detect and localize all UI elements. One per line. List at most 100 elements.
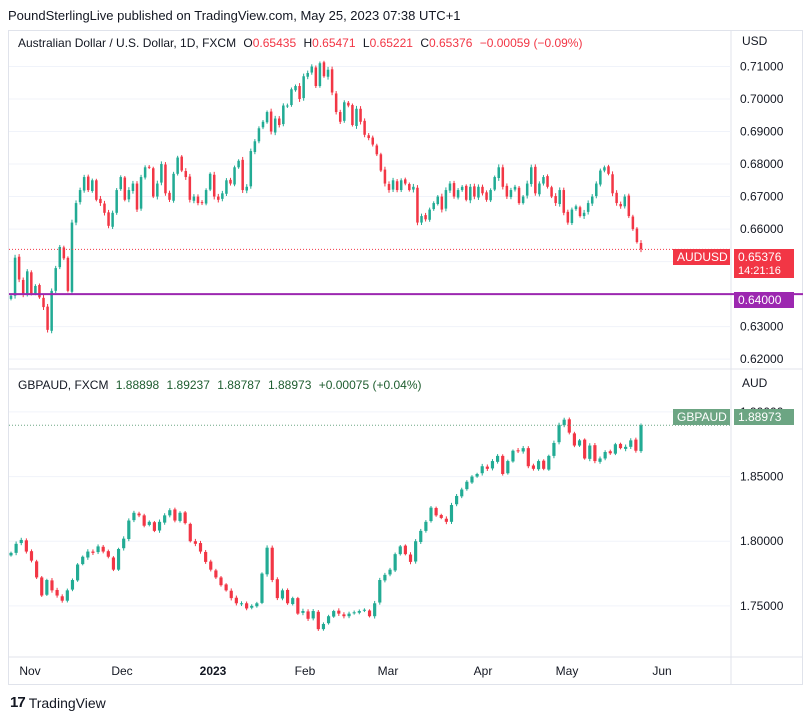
- candle: [375, 145, 379, 155]
- audusd-change: −0.00059 (−0.09%): [479, 36, 583, 50]
- candle: [554, 196, 557, 204]
- candle: [91, 551, 95, 553]
- candle: [347, 613, 351, 617]
- candle: [168, 510, 172, 516]
- candle: [586, 203, 590, 212]
- audusd-currency-label: USD: [742, 34, 768, 48]
- audusd-open: 0.65435: [252, 36, 297, 50]
- candle: [429, 507, 433, 522]
- y-tick-label: 0.70000: [740, 92, 784, 106]
- gbpaud-last-price-tag: 1.88973: [734, 409, 794, 425]
- candle: [464, 185, 468, 200]
- candle: [245, 186, 249, 191]
- gbpaud-change: +0.00075 (+0.04%): [318, 378, 422, 392]
- candle: [273, 118, 277, 133]
- candle: [147, 166, 151, 168]
- candle: [623, 196, 627, 207]
- tradingview-footer[interactable]: 17 TradingView: [10, 694, 106, 711]
- chart-frame[interactable]: [8, 30, 803, 685]
- candle: [395, 181, 399, 191]
- candle: [237, 160, 240, 168]
- candle: [127, 190, 131, 200]
- candle: [147, 521, 151, 525]
- candle: [359, 108, 362, 122]
- candle: [326, 616, 331, 624]
- candle: [156, 183, 159, 197]
- candle: [337, 610, 341, 614]
- candle: [91, 180, 94, 192]
- candle: [599, 170, 602, 185]
- candle: [260, 573, 264, 603]
- candle: [119, 177, 123, 190]
- candle: [347, 102, 350, 106]
- candle: [70, 222, 74, 292]
- candle: [139, 177, 143, 209]
- gbpaud-legend: GBPAUD, FXCM 1.88898 1.89237 1.88787 1.8…: [18, 378, 425, 392]
- candle: [25, 271, 29, 295]
- candle: [624, 446, 628, 449]
- candle: [629, 440, 633, 447]
- candle: [208, 173, 212, 190]
- candle: [164, 164, 167, 194]
- candle: [414, 541, 418, 562]
- candle: [567, 419, 571, 433]
- candle: [424, 215, 427, 220]
- candle: [265, 547, 269, 575]
- candle: [497, 167, 501, 179]
- candle: [357, 611, 361, 613]
- candle: [343, 102, 346, 121]
- candle: [265, 112, 269, 123]
- candle: [253, 141, 257, 152]
- candle: [351, 105, 354, 126]
- candle: [204, 190, 208, 204]
- candle: [387, 184, 391, 191]
- audusd-c-label: C: [420, 36, 429, 50]
- candle: [420, 216, 423, 223]
- candle: [330, 69, 334, 93]
- candle: [531, 465, 536, 469]
- candle: [439, 514, 443, 518]
- candle: [469, 186, 472, 201]
- candle: [481, 186, 484, 194]
- candle: [536, 461, 541, 470]
- candle: [456, 190, 460, 198]
- audusd-last-price: 0.65376: [738, 250, 782, 264]
- candle: [501, 167, 505, 187]
- candle: [296, 598, 300, 614]
- y-tick-label: 1.80000: [740, 534, 784, 548]
- candle: [111, 557, 116, 570]
- candle: [338, 112, 342, 122]
- candle: [277, 118, 281, 126]
- candle: [550, 187, 553, 197]
- candle: [562, 419, 566, 426]
- candle: [99, 198, 102, 204]
- candle: [428, 209, 431, 220]
- candle: [470, 476, 474, 483]
- gbpaud-currency-label: AUD: [742, 376, 768, 390]
- candle: [332, 611, 336, 617]
- candle: [416, 187, 419, 223]
- candle: [566, 211, 570, 223]
- candle: [373, 603, 377, 617]
- candle: [42, 297, 45, 308]
- candle: [168, 192, 171, 200]
- candle: [13, 257, 17, 296]
- candle: [65, 590, 69, 601]
- candle: [627, 195, 631, 217]
- audusd-high: 0.65471: [312, 36, 356, 50]
- candle: [582, 212, 586, 217]
- candle: [525, 183, 529, 196]
- candle: [393, 554, 397, 571]
- candle: [135, 183, 139, 210]
- candle: [224, 584, 228, 591]
- candle: [321, 623, 326, 630]
- candle: [257, 128, 261, 142]
- candle: [378, 580, 382, 603]
- x-tick-label: Apr: [474, 664, 493, 678]
- candle: [103, 203, 106, 213]
- candle: [639, 243, 643, 250]
- audusd-title: Australian Dollar / U.S. Dollar, 1D, FXC…: [18, 36, 237, 50]
- x-tick-label: 2023: [200, 664, 227, 678]
- candle: [542, 177, 545, 184]
